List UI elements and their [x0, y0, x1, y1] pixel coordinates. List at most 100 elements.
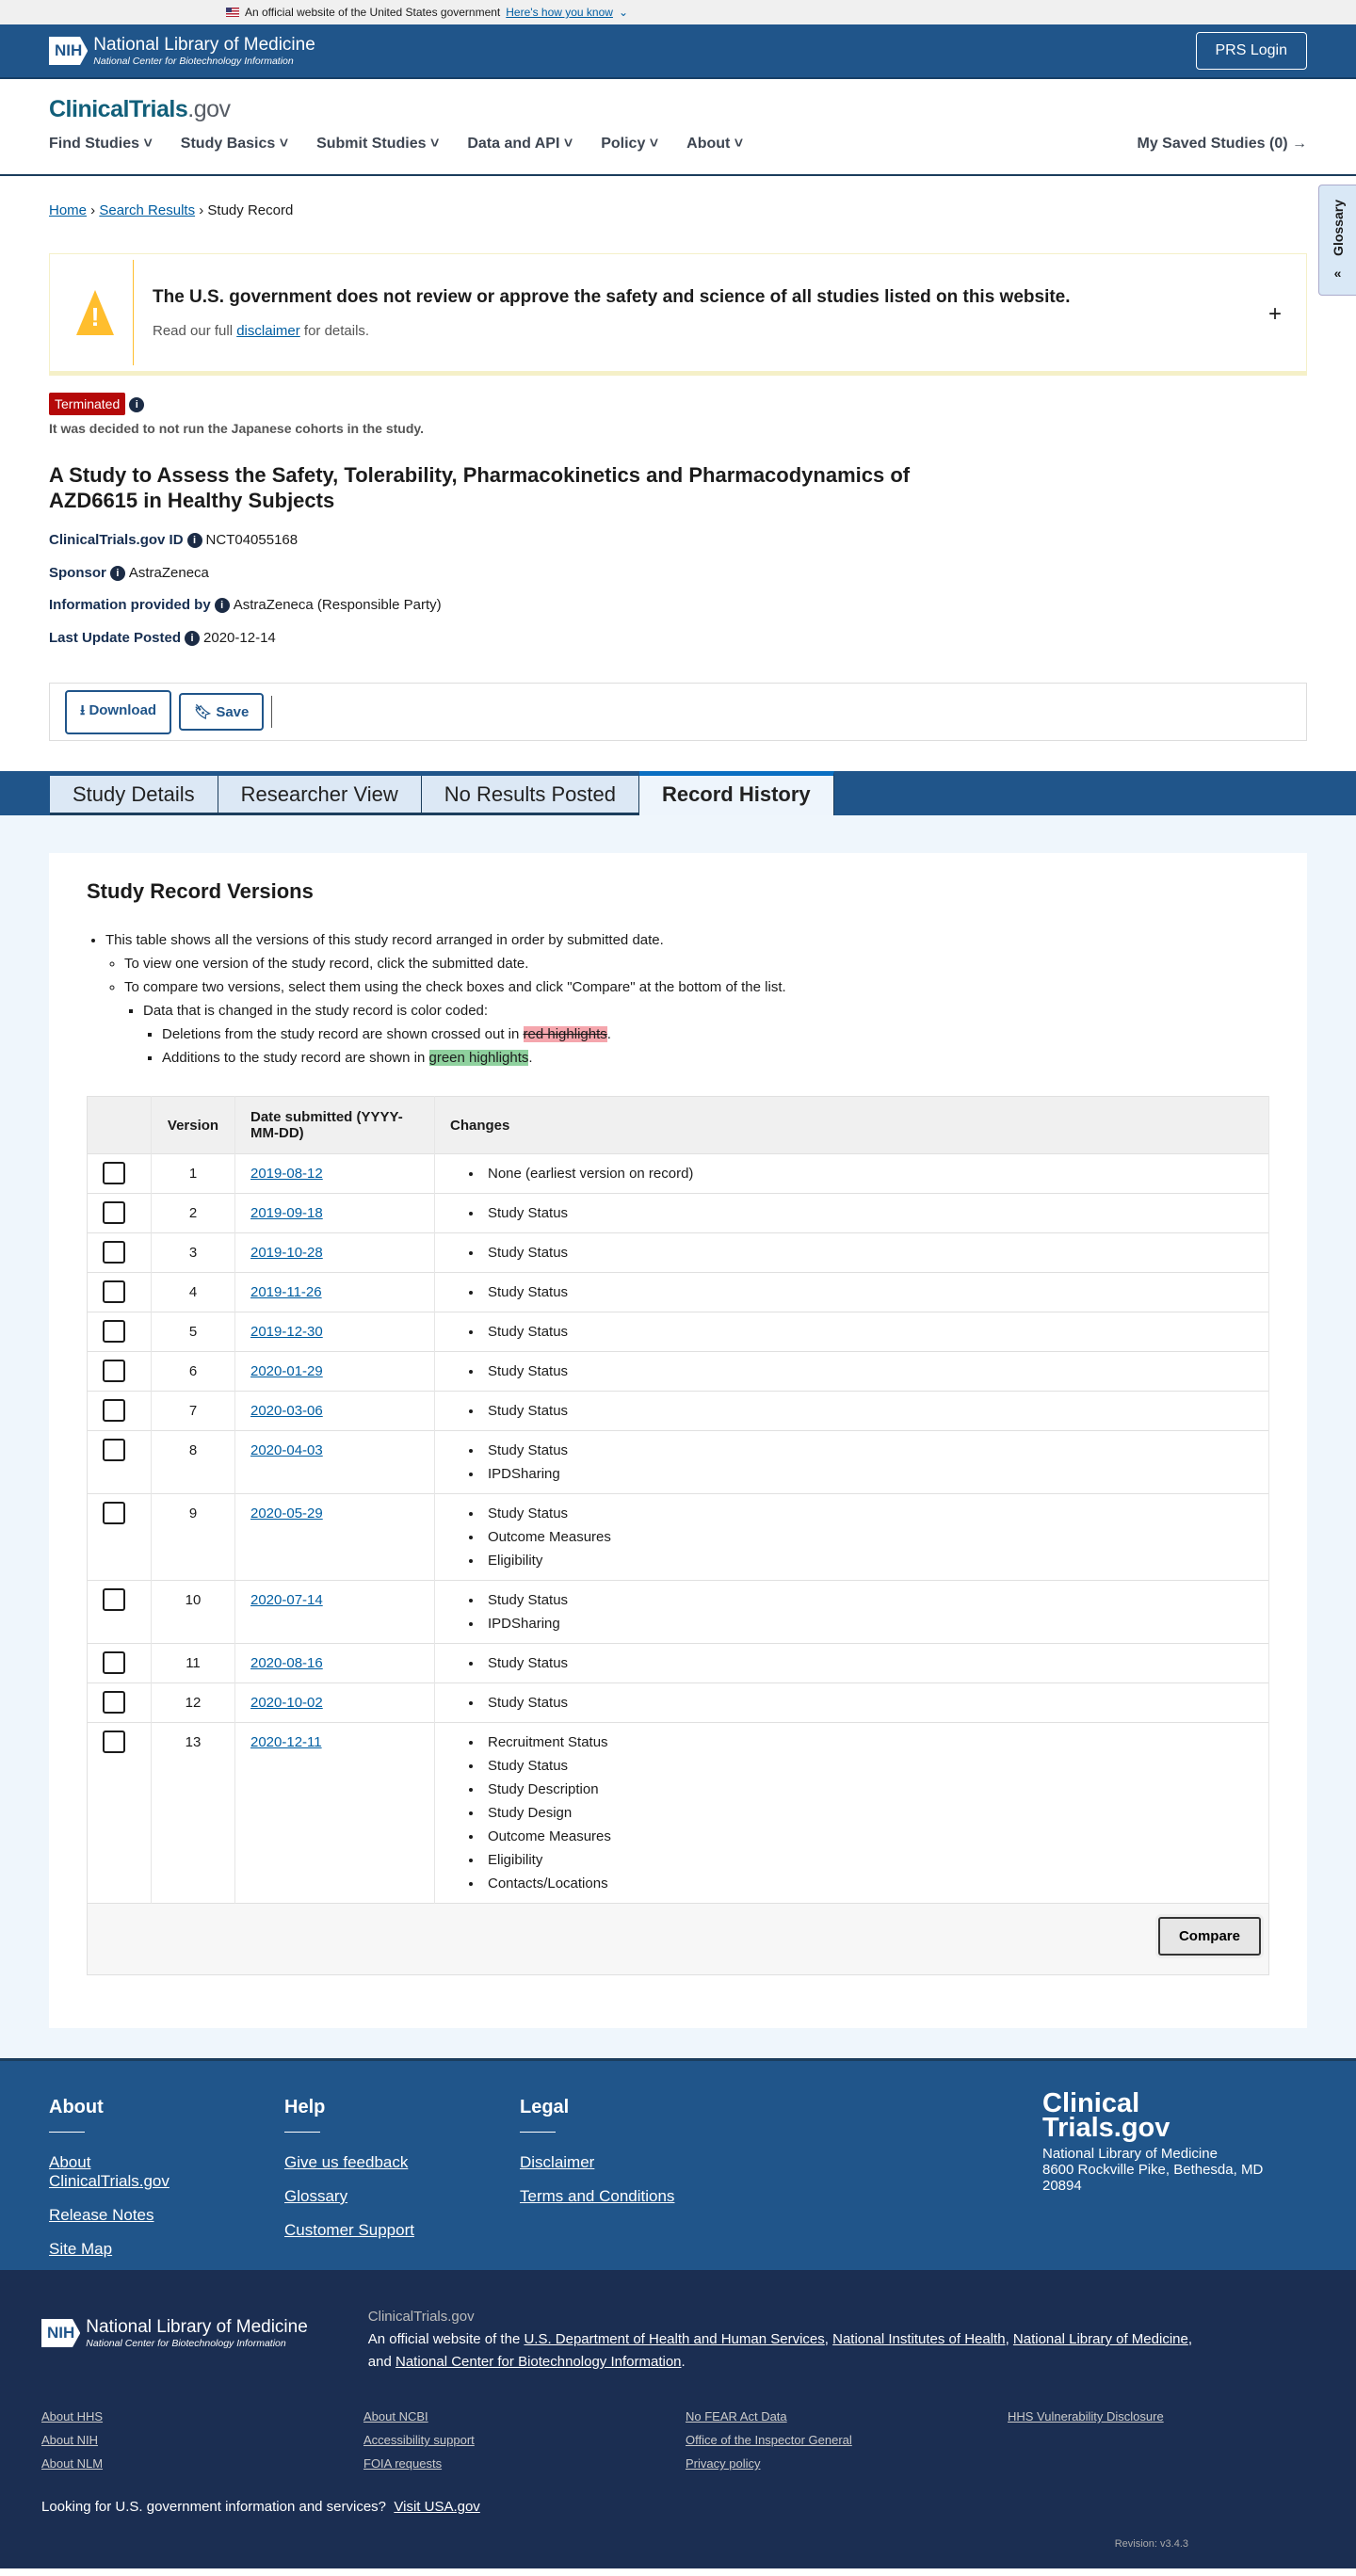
version-date-link[interactable]: 2019-10-28	[250, 1245, 323, 1261]
download-button[interactable]: ⭳ Download	[65, 689, 172, 734]
nih-link[interactable]: National Institutes of Health	[832, 2331, 1006, 2347]
status-badge: Terminated	[49, 393, 126, 415]
footer-link[interactable]: Accessibility support	[363, 2433, 475, 2447]
prs-login-button[interactable]: PRS Login	[1195, 32, 1307, 70]
chevron-down-icon: ⌄	[618, 6, 629, 19]
nav-about[interactable]: About ˅	[686, 136, 744, 152]
version-date-link[interactable]: 2020-12-11	[250, 1734, 322, 1750]
change-item: Study Status	[469, 1399, 1253, 1423]
col-changes: Changes	[434, 1096, 1269, 1154]
footer-link[interactable]: Glossary	[284, 2187, 348, 2205]
footer-link[interactable]: About NIH	[41, 2433, 98, 2447]
version-checkbox[interactable]	[103, 1162, 125, 1184]
version-checkbox[interactable]	[103, 1502, 125, 1524]
version-checkbox[interactable]	[103, 1399, 125, 1422]
gov-banner-text: An official website of the United States…	[245, 6, 501, 19]
version-date-link[interactable]: 2020-07-14	[250, 1592, 323, 1608]
version-date-link[interactable]: 2020-04-03	[250, 1442, 323, 1458]
nav-policy[interactable]: Policy ˅	[601, 136, 659, 152]
footer-link[interactable]: Office of the Inspector General	[686, 2433, 852, 2447]
footer-link[interactable]: About NCBI	[363, 2409, 428, 2423]
version-checkbox[interactable]	[103, 1731, 125, 1753]
meta-provided-by: Information provided by i AstraZeneca (Res…	[49, 597, 442, 614]
nlm-logo[interactable]: NIH National Library of Medicine National…	[49, 35, 315, 67]
nlm-link[interactable]: National Library of Medicine	[1012, 2331, 1188, 2347]
footer-link[interactable]: About HHS	[41, 2409, 104, 2423]
compare-button[interactable]: Compare	[1157, 1917, 1261, 1956]
version-checkbox[interactable]	[103, 1280, 125, 1303]
info-icon[interactable]: i	[109, 565, 125, 581]
version-number: 3	[151, 1232, 235, 1273]
nav-study-basics[interactable]: Study Basics ˅	[180, 136, 289, 152]
footer-link[interactable]: Site Map	[49, 2240, 113, 2258]
nav-data-api[interactable]: Data and API ˅	[467, 136, 573, 152]
footer-link[interactable]: Privacy policy	[686, 2456, 761, 2471]
hhs-link[interactable]: U.S. Department of Health and Human Serv…	[524, 2331, 825, 2347]
footer-link[interactable]: Give us feedback	[284, 2153, 409, 2171]
glossary-tab[interactable]: Glossary «	[1318, 185, 1356, 296]
version-date-link[interactable]: 2019-11-26	[250, 1284, 322, 1300]
disclaimer-link[interactable]: disclaimer	[236, 322, 300, 339]
version-date-link[interactable]: 2020-05-29	[250, 1505, 323, 1521]
version-checkbox[interactable]	[103, 1201, 125, 1224]
info-icon[interactable]: i	[214, 598, 230, 614]
info-icon[interactable]: i	[185, 630, 201, 646]
change-item: Eligibility	[469, 1848, 1253, 1872]
footer-links: About HHS About NCBI No FEAR Act Data HHS V…	[41, 2409, 1315, 2471]
table-row: 3 2019-10-28 Study Status	[87, 1232, 1269, 1273]
version-checkbox[interactable]	[103, 1691, 125, 1714]
change-item: IPDSharing	[469, 1462, 1253, 1486]
footer-link[interactable]: FOIA requests	[363, 2456, 443, 2471]
footer-link[interactable]: Release Notes	[49, 2206, 154, 2224]
version-checkbox[interactable]	[103, 1651, 125, 1674]
version-date-link[interactable]: 2019-08-12	[250, 1166, 323, 1182]
nav-find-studies[interactable]: Find Studies ˅	[49, 136, 153, 152]
tab-no-results[interactable]: No Results Posted	[421, 776, 639, 815]
nav-submit-studies[interactable]: Submit Studies ˅	[316, 136, 440, 152]
info-icon[interactable]: i	[186, 533, 202, 549]
footer-link[interactable]: Terms and Conditions	[520, 2187, 675, 2205]
nih-header: NIH National Library of Medicine National…	[0, 24, 1356, 79]
change-item: Eligibility	[469, 1549, 1253, 1572]
footer-link[interactable]: About NLM	[41, 2456, 104, 2471]
footer-link[interactable]: Customer Support	[284, 2221, 414, 2239]
clinicaltrials-logo[interactable]: ClinicalTrials.gov	[49, 96, 231, 123]
expand-plus-icon[interactable]: +	[1267, 301, 1282, 327]
breadcrumb-search-results[interactable]: Search Results	[99, 202, 196, 218]
breadcrumb-home[interactable]: Home	[49, 202, 88, 218]
change-item: Recruitment Status	[469, 1731, 1253, 1754]
footer-link[interactable]: HHS Vulnerability Disclosure	[1008, 2409, 1164, 2423]
saved-studies-link[interactable]: My Saved Studies (0) →	[1137, 136, 1308, 152]
footer-link[interactable]: About ClinicalTrials.gov	[49, 2153, 170, 2190]
org-sub: National Center for Biotechnology Inform…	[93, 56, 294, 67]
version-checkbox[interactable]	[103, 1360, 125, 1382]
tab-record-history[interactable]: Record History	[638, 771, 834, 815]
info-icon[interactable]: i	[129, 396, 145, 412]
footer-link[interactable]: No FEAR Act Data	[686, 2409, 787, 2423]
version-date-link[interactable]: 2019-09-18	[250, 1205, 323, 1221]
version-checkbox[interactable]	[103, 1241, 125, 1264]
meta-sponsor: Sponsor i AstraZeneca	[49, 564, 209, 581]
change-item: Study Status	[469, 1588, 1253, 1612]
version-date-link[interactable]: 2020-10-02	[250, 1695, 323, 1711]
save-button[interactable]: 🔖︎ Save	[179, 693, 265, 731]
footer-link[interactable]: Disclaimer	[520, 2153, 595, 2171]
change-item: Outcome Measures	[469, 1525, 1253, 1549]
table-row: 6 2020-01-29 Study Status	[87, 1351, 1269, 1392]
how-you-know-link[interactable]: Here's how you know	[506, 6, 613, 19]
version-checkbox[interactable]	[103, 1439, 125, 1461]
tab-study-details[interactable]: Study Details	[50, 776, 218, 815]
version-checkbox[interactable]	[103, 1320, 125, 1343]
change-item: Study Status	[469, 1691, 1253, 1715]
ncbi-link[interactable]: National Center for Biotechnology Inform…	[396, 2354, 682, 2370]
change-item: Study Status	[469, 1439, 1253, 1462]
version-checkbox[interactable]	[103, 1588, 125, 1611]
version-date-link[interactable]: 2020-03-06	[250, 1403, 323, 1419]
footer-nlm-logo[interactable]: NIH National Library of Medicine National…	[41, 2317, 308, 2349]
version-date-link[interactable]: 2019-12-30	[250, 1324, 323, 1340]
version-date-link[interactable]: 2020-01-29	[250, 1363, 323, 1379]
version-date-link[interactable]: 2020-08-16	[250, 1655, 323, 1671]
usa-gov-link[interactable]: Visit USA.gov	[394, 2499, 480, 2515]
footer-top: About About ClinicalTrials.gov Release Not…	[0, 2058, 1356, 2270]
tab-researcher-view[interactable]: Researcher View	[218, 776, 422, 815]
